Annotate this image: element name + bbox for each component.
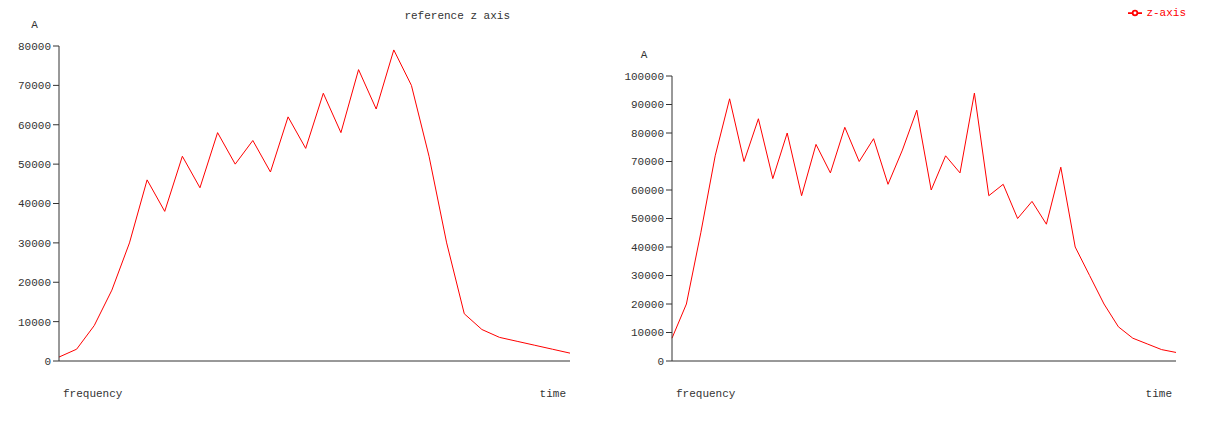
svg-text:40000: 40000 — [631, 242, 664, 254]
svg-text:time: time — [540, 388, 566, 400]
svg-text:30000: 30000 — [18, 238, 51, 250]
svg-text:100000: 100000 — [624, 71, 664, 83]
svg-text:80000: 80000 — [18, 41, 51, 53]
svg-text:10000: 10000 — [631, 327, 664, 339]
svg-text:90000: 90000 — [631, 99, 664, 111]
svg-text:0: 0 — [657, 356, 664, 368]
svg-text:30000: 30000 — [631, 270, 664, 282]
svg-text:10000: 10000 — [18, 317, 51, 329]
svg-text:time: time — [1146, 388, 1172, 400]
svg-text:60000: 60000 — [18, 120, 51, 132]
svg-text:0: 0 — [44, 356, 51, 368]
svg-text:40000: 40000 — [18, 198, 51, 210]
svg-text:A: A — [31, 19, 38, 31]
svg-text:80000: 80000 — [631, 128, 664, 140]
svg-text:60000: 60000 — [631, 185, 664, 197]
svg-text:frequency: frequency — [63, 388, 123, 400]
svg-text:20000: 20000 — [18, 277, 51, 289]
html-text:z-axis: z-axis — [1146, 6, 1186, 19]
svg-text:A: A — [641, 49, 648, 61]
svg-text:20000: 20000 — [631, 299, 664, 311]
svg-text:70000: 70000 — [18, 80, 51, 92]
svg-text:50000: 50000 — [18, 159, 51, 171]
html-text:reference z axis: reference z axis — [404, 10, 510, 22]
svg-text:50000: 50000 — [631, 213, 664, 225]
svg-text:70000: 70000 — [631, 156, 664, 168]
svg-text:frequency: frequency — [676, 388, 736, 400]
